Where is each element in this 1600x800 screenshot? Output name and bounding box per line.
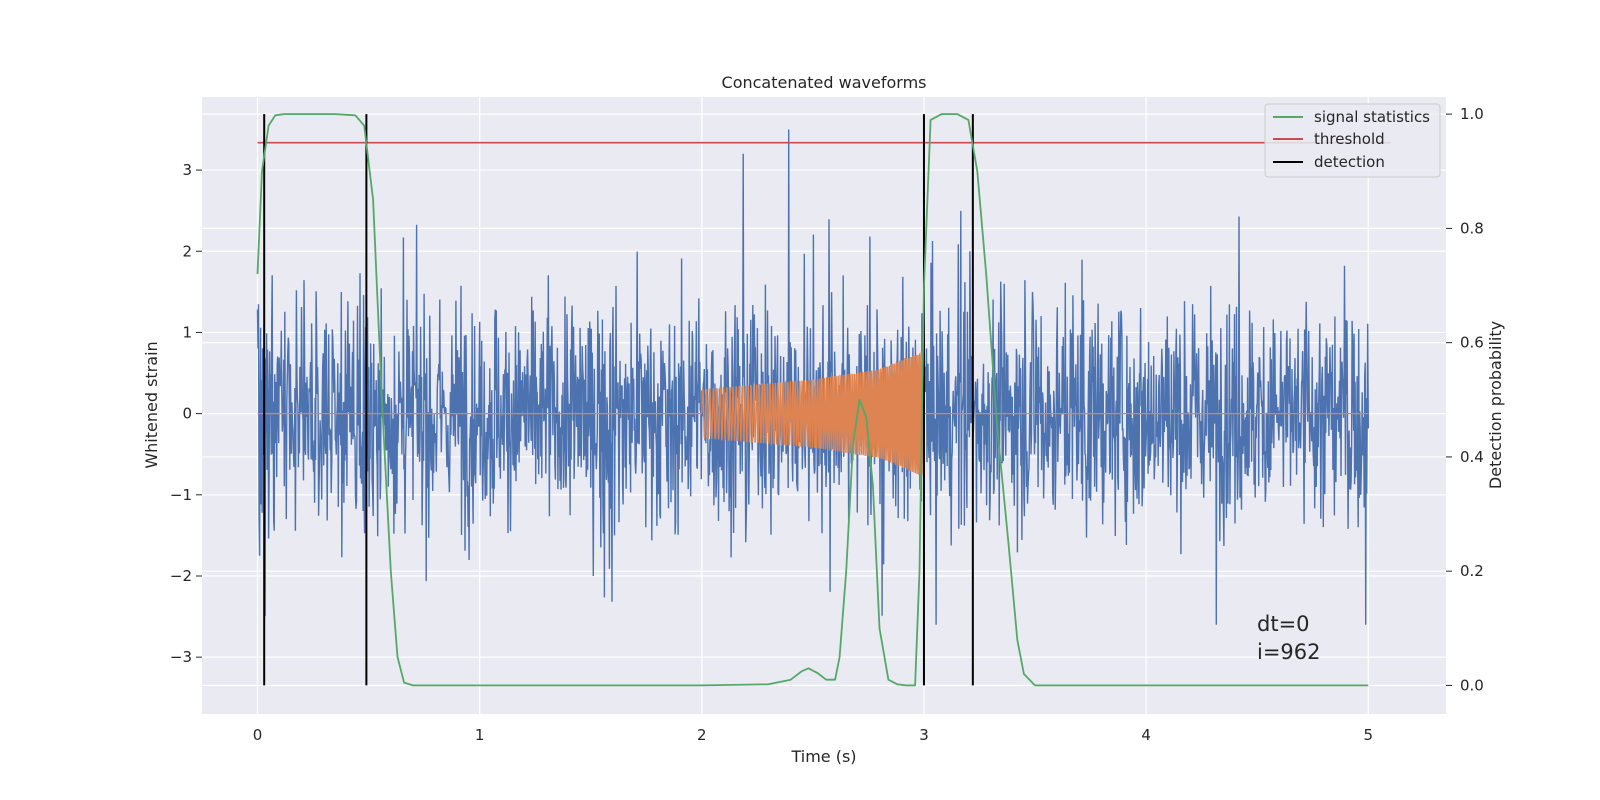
y-axis-label-left: Whitened strain xyxy=(142,341,161,468)
annotation-i: i=962 xyxy=(1257,640,1321,664)
x-tick-label: 0 xyxy=(253,726,263,744)
x-tick-label: 5 xyxy=(1363,726,1373,744)
y-right-tick-label: 0.8 xyxy=(1460,219,1484,237)
y-right-tick-label: 1.0 xyxy=(1460,105,1484,123)
y-axis-label-right: Detection probability xyxy=(1486,321,1505,489)
y-left-tick-label: 0 xyxy=(182,405,192,423)
legend-label-detection: detection xyxy=(1314,153,1385,171)
signal-statistics-line xyxy=(256,113,1369,687)
annotation-dt: dt=0 xyxy=(1257,612,1310,636)
y-right-tick-label: 0.0 xyxy=(1460,676,1484,694)
y-right-tick-label: 0.2 xyxy=(1460,562,1484,580)
x-tick-label: 1 xyxy=(475,726,485,744)
legend-label-signal-statistics: signal statistics xyxy=(1314,108,1430,126)
chart-title: Concatenated waveforms xyxy=(722,73,927,92)
y-left-tick-label: 2 xyxy=(182,242,192,260)
y-right-tick-label: 0.6 xyxy=(1460,334,1484,352)
y-left-tick-label: −2 xyxy=(170,567,192,585)
chirp-series-line xyxy=(257,350,1369,476)
y-left-tick-label: −1 xyxy=(170,486,192,504)
x-tick-label: 2 xyxy=(697,726,707,744)
chart-marks xyxy=(256,113,1391,687)
legend-label-threshold: threshold xyxy=(1314,130,1385,148)
y-left-tick-label: 3 xyxy=(182,161,192,179)
x-axis-label: Time (s) xyxy=(790,747,856,766)
y-left-tick-label: 1 xyxy=(182,323,192,341)
y-left-tick-label: −3 xyxy=(170,648,192,666)
legend-box xyxy=(1264,103,1441,178)
x-tick-label: 3 xyxy=(919,726,929,744)
noise-series-line xyxy=(256,129,1369,625)
x-tick-label: 4 xyxy=(1141,726,1151,744)
tick-labels: 0 1 2 3 4 5 −3 −2 −1 0 1 2 3 0.0 0.2 0.4 0.6 0.8 1.0 xyxy=(170,105,1484,744)
y-right-tick-label: 0.4 xyxy=(1460,448,1484,466)
legend: signal statistics threshold detection xyxy=(1264,103,1441,178)
